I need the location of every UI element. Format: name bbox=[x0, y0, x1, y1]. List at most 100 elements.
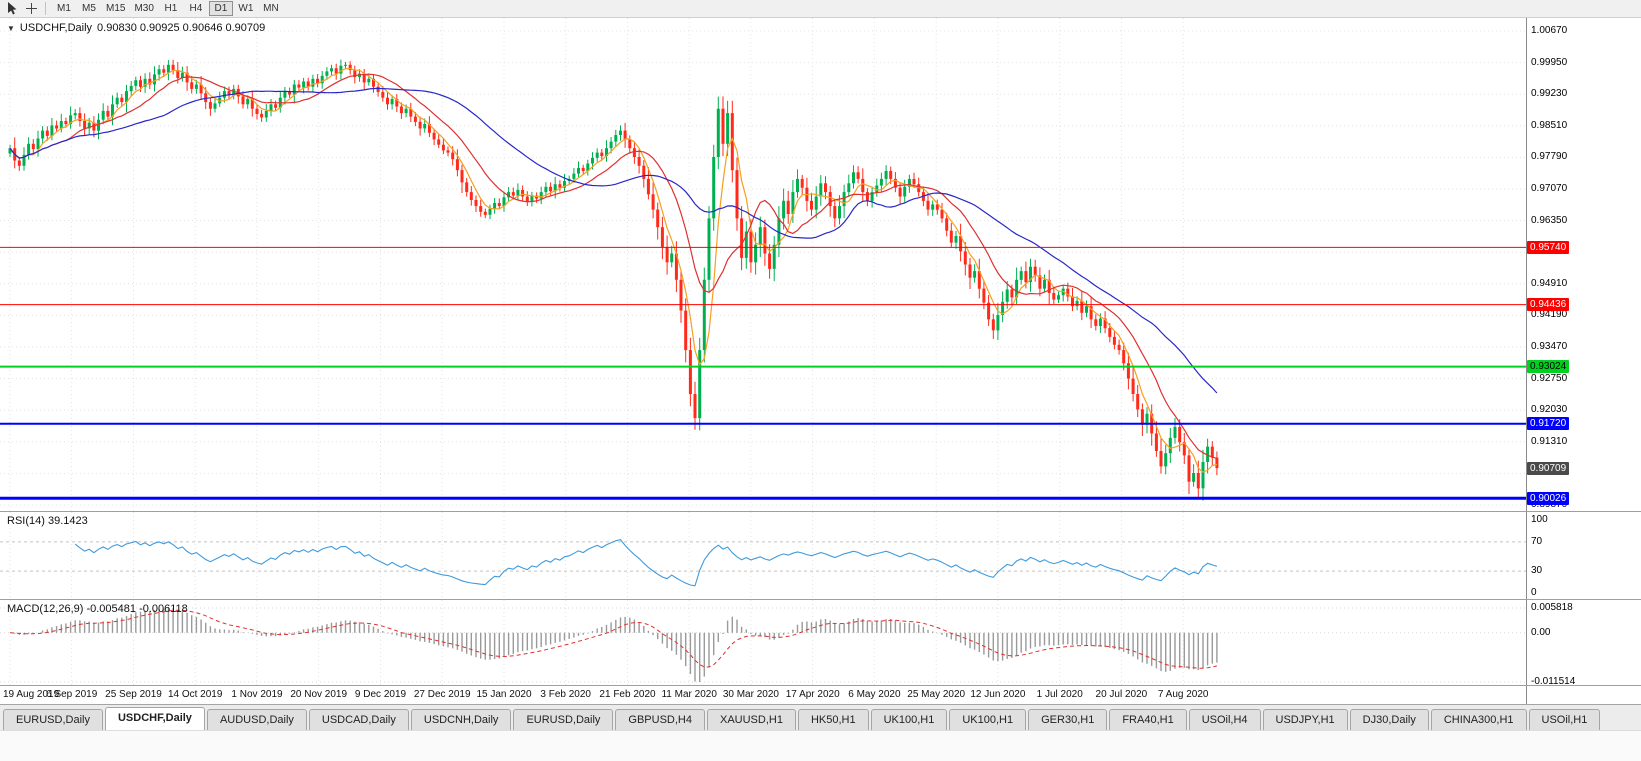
date-label: 20 Jul 2020 bbox=[1095, 689, 1148, 700]
toolbar-separator bbox=[45, 2, 46, 15]
horizontal-lines bbox=[0, 246, 1526, 500]
date-label: 12 Jun 2020 bbox=[970, 689, 1026, 700]
date-label: 27 Dec 2019 bbox=[413, 689, 471, 700]
timeframe-toolbar: M1 M5 M15 M30 H1 H4 D1 W1 MN bbox=[52, 1, 283, 16]
axis-label: 0.94190 bbox=[1531, 309, 1568, 321]
date-axis[interactable]: 19 Aug 2019 6 Sep 2019 25 Sep 2019 14 Oct 2… bbox=[0, 686, 1526, 704]
chart-tab-usdcad-daily[interactable]: USDCAD,Daily bbox=[308, 709, 409, 730]
timeframe-button-m30[interactable]: M30 bbox=[130, 1, 157, 16]
price-tag[interactable]: 0.93024 bbox=[1527, 360, 1570, 374]
timeframe-button-d1[interactable]: D1 bbox=[208, 1, 233, 16]
chart-tab-china300-h1[interactable]: CHINA300,H1 bbox=[1430, 709, 1527, 730]
price-tag[interactable]: 0.94436 bbox=[1527, 298, 1570, 312]
chart-tab-xauusd-h1[interactable]: XAUUSD,H1 bbox=[706, 709, 796, 730]
chart-tab-usdjpy-h1[interactable]: USDJPY,H1 bbox=[1262, 709, 1348, 730]
axis-label: 1.00670 bbox=[1531, 25, 1568, 36]
date-label: 30 Mar 2020 bbox=[722, 689, 779, 700]
axis-label: -0.011514 bbox=[1531, 676, 1576, 687]
chart-tab-uk100-h1[interactable]: UK100,H1 bbox=[870, 709, 948, 730]
timeframe-button-h1[interactable]: H1 bbox=[159, 1, 183, 16]
chart-tab-audusd-daily[interactable]: AUDUSD,Daily bbox=[206, 709, 307, 730]
axis-label: 0.97790 bbox=[1531, 151, 1568, 163]
panel-divider[interactable] bbox=[0, 511, 1641, 512]
chart-tab-dj30-daily[interactable]: DJ30,Daily bbox=[1349, 709, 1429, 730]
date-label: 14 Oct 2019 bbox=[167, 689, 223, 700]
chart-tab-hk50-h1[interactable]: HK50,H1 bbox=[797, 709, 869, 730]
timeframe-button-m15[interactable]: M15 bbox=[102, 1, 129, 16]
macd-histogram bbox=[13, 608, 1218, 682]
date-label: 6 May 2020 bbox=[848, 689, 901, 700]
axis-label: 0.96350 bbox=[1531, 214, 1568, 226]
axis-label: 0.00 bbox=[1531, 626, 1551, 638]
date-label: 1 Jul 2020 bbox=[1036, 689, 1083, 700]
panel-divider[interactable] bbox=[0, 685, 1641, 686]
chart-tab-usoil-h4[interactable]: USOil,H4 bbox=[1188, 709, 1261, 730]
chart-tab-usdcnh-daily[interactable]: USDCNH,Daily bbox=[410, 709, 512, 730]
axis-label: 0.99230 bbox=[1531, 88, 1568, 100]
timeframe-button-w1[interactable]: W1 bbox=[234, 1, 258, 16]
chart-tab-gbpusd-h4[interactable]: GBPUSD,H4 bbox=[615, 709, 705, 730]
date-label: 7 Aug 2020 bbox=[1157, 689, 1209, 700]
chart-tab-usoil-h1[interactable]: USOil,H1 bbox=[1528, 709, 1601, 730]
date-label: 25 May 2020 bbox=[907, 689, 966, 700]
status-bar bbox=[0, 730, 1641, 761]
price-tag[interactable]: 0.90026 bbox=[1527, 491, 1570, 505]
price-tag[interactable]: 0.91720 bbox=[1527, 417, 1570, 431]
axis-label: 0.98510 bbox=[1531, 119, 1568, 131]
axis-label: 0.91310 bbox=[1531, 435, 1568, 447]
rsi-grid bbox=[0, 512, 1526, 600]
toolbar: M1 M5 M15 M30 H1 H4 D1 W1 MN bbox=[0, 0, 1641, 18]
rsi-svg[interactable] bbox=[0, 512, 1526, 600]
timeframe-button-m1[interactable]: M1 bbox=[52, 1, 76, 16]
date-label: 11 Mar 2020 bbox=[661, 689, 717, 700]
date-label: 3 Feb 2020 bbox=[540, 689, 591, 700]
date-label: 25 Sep 2019 bbox=[105, 689, 162, 700]
chart-ohlc: 0.90830 0.90925 0.90646 0.90709 bbox=[97, 22, 266, 34]
date-label: 15 Jan 2020 bbox=[476, 689, 532, 700]
main-chart-svg[interactable] bbox=[0, 18, 1526, 512]
price-tag[interactable]: 0.95740 bbox=[1527, 240, 1570, 254]
chart-tab-fra40-h1[interactable]: FRA40,H1 bbox=[1109, 709, 1187, 730]
chart-header: ▼ USDCHF,Daily 0.90830 0.90925 0.90646 0… bbox=[7, 22, 265, 34]
crosshair-icon[interactable] bbox=[23, 1, 39, 16]
axis-label: 0.94910 bbox=[1531, 277, 1568, 289]
price-tag[interactable]: 0.90709 bbox=[1527, 461, 1570, 475]
axis-label: 0.005818 bbox=[1531, 602, 1573, 613]
date-label: 21 Feb 2020 bbox=[599, 689, 656, 700]
chart-tabbar: EURUSD,Daily USDCHF,Daily AUDUSD,Daily USDC… bbox=[0, 704, 1641, 730]
chart-tab-ger30-h1[interactable]: GER30,H1 bbox=[1028, 709, 1108, 730]
axis-label: 0 bbox=[1531, 587, 1537, 598]
axis-label: 30 bbox=[1531, 565, 1543, 577]
axis-label: 0.92750 bbox=[1531, 372, 1568, 384]
panel-divider[interactable] bbox=[0, 599, 1641, 600]
date-label: 20 Nov 2019 bbox=[290, 689, 348, 700]
chart-tab-eurusd-daily[interactable]: EURUSD,Daily bbox=[513, 709, 614, 730]
axis-label: 0.97070 bbox=[1531, 183, 1568, 194]
timeframe-button-h4[interactable]: H4 bbox=[184, 1, 208, 16]
axis-label: 100 bbox=[1531, 514, 1548, 525]
moving-averages bbox=[9, 67, 1218, 473]
macd-svg[interactable] bbox=[0, 600, 1526, 686]
chart-tab-uk100-h1[interactable]: UK100,H1 bbox=[949, 709, 1027, 730]
cursor-icon[interactable] bbox=[4, 1, 20, 16]
chart-title: USDCHF,Daily bbox=[19, 22, 93, 34]
price-axis[interactable]: 1.00670 0.99950 0.99230 0.98510 0.97790 0.970… bbox=[1526, 18, 1641, 704]
date-label: 1 Nov 2019 bbox=[231, 689, 283, 700]
axis-label: 70 bbox=[1531, 535, 1543, 547]
timeframe-button-m5[interactable]: M5 bbox=[77, 1, 101, 16]
axis-label: 0.93470 bbox=[1531, 341, 1568, 352]
axis-label: 0.92030 bbox=[1531, 404, 1568, 416]
timeframe-button-mn[interactable]: MN bbox=[259, 1, 283, 16]
axis-label: 0.99950 bbox=[1531, 56, 1568, 68]
date-label: 19 Aug 2019 bbox=[3, 689, 60, 700]
rsi-line bbox=[74, 538, 1218, 587]
chart-tab-eurusd-daily[interactable]: EURUSD,Daily bbox=[3, 709, 103, 730]
rsi-label: RSI(14) 39.1423 bbox=[7, 515, 88, 527]
macd-grid bbox=[0, 600, 1526, 686]
chart-tab-usdchf-daily[interactable]: USDCHF,Daily bbox=[104, 707, 205, 730]
macd-label: MACD(12,26,9) -0.005481 -0.006118 bbox=[7, 603, 188, 615]
date-label: 6 Sep 2019 bbox=[46, 689, 98, 700]
date-label: 9 Dec 2019 bbox=[354, 689, 407, 700]
one-click-trading-icon[interactable]: ▼ bbox=[7, 23, 15, 33]
